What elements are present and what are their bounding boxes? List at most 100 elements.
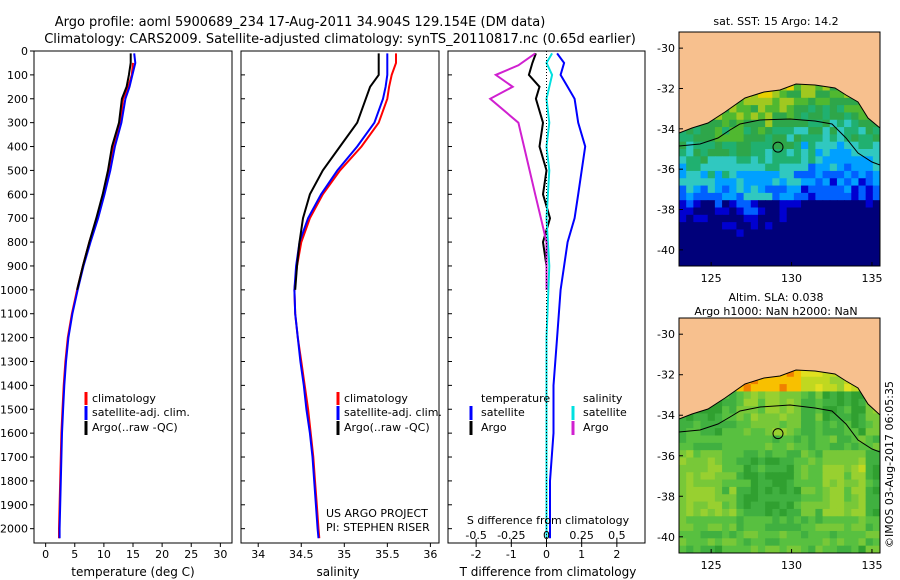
map-cell — [736, 244, 745, 252]
map-cell — [750, 178, 759, 187]
map-cell — [779, 398, 788, 407]
map-cell — [757, 178, 766, 187]
map-cell — [822, 464, 831, 473]
x-tick-label: -0.5 — [465, 529, 486, 542]
map-cell — [865, 163, 874, 172]
map-cell — [865, 435, 874, 444]
map-cell — [743, 134, 752, 143]
map-cell — [808, 163, 816, 172]
map-cell — [822, 170, 831, 179]
map-cell — [686, 156, 694, 165]
map-cell — [679, 178, 687, 187]
map-cell — [686, 200, 694, 209]
map-cell — [829, 523, 838, 532]
map-cell — [750, 523, 759, 532]
map-cell — [743, 112, 752, 121]
map-cell — [844, 214, 852, 223]
x-tick-label: 5 — [71, 548, 78, 561]
map-cell — [865, 530, 874, 539]
map-cell — [707, 530, 716, 539]
map-cell — [700, 200, 709, 209]
map-cell — [686, 508, 694, 517]
map-cell — [693, 508, 702, 517]
map-cell — [736, 435, 745, 444]
map-cell — [714, 516, 723, 525]
map-cell — [793, 369, 802, 378]
map-cell — [786, 214, 795, 223]
map-cell — [822, 258, 831, 266]
map-cell — [836, 200, 845, 209]
map-cell — [722, 149, 730, 157]
map-cell — [686, 545, 694, 553]
map-cell — [858, 236, 867, 245]
map-cell — [872, 163, 880, 172]
map-cell — [801, 369, 809, 378]
map-cell — [722, 435, 730, 444]
map-cell — [765, 200, 773, 209]
map-cell — [686, 486, 694, 495]
map-cell — [793, 258, 802, 266]
map-cell — [786, 178, 795, 187]
map-cell — [872, 222, 880, 231]
map-cell — [801, 523, 809, 532]
map-cell — [808, 428, 816, 437]
map-cell — [707, 516, 716, 525]
map-cell — [786, 479, 795, 488]
map-cell — [729, 222, 738, 231]
map-cell — [844, 178, 852, 187]
map-cell — [815, 112, 824, 121]
map-cell — [757, 112, 766, 121]
map-cell — [736, 398, 745, 407]
map-cell — [679, 486, 687, 495]
map-cell — [736, 207, 745, 216]
map-cell — [765, 464, 773, 473]
x-tick-label: 20 — [155, 548, 169, 561]
map-cell — [765, 523, 773, 532]
map-cell — [743, 384, 752, 393]
map-cell — [700, 149, 709, 157]
map-cell — [822, 127, 831, 135]
map-cell — [714, 214, 723, 223]
map-cell — [865, 406, 874, 415]
map-cell — [858, 229, 867, 238]
map-cell — [851, 229, 860, 238]
series-line-salinity-satellite — [545, 52, 554, 539]
map-cell — [829, 486, 838, 495]
x-tick-label: 36 — [423, 548, 437, 561]
map-cell — [779, 376, 788, 385]
map-cell — [801, 406, 809, 415]
map-cell — [858, 149, 867, 157]
map-cell — [686, 134, 694, 143]
map-cell — [693, 450, 702, 459]
map-cell — [765, 207, 773, 216]
map-cell — [815, 376, 824, 385]
map-cell — [815, 134, 824, 143]
map-cell — [729, 450, 738, 459]
map-cell — [736, 134, 745, 143]
map-cell — [844, 516, 852, 525]
map-cell — [743, 486, 752, 495]
map-cell — [836, 112, 845, 121]
map-cell — [765, 229, 773, 238]
map-cell — [822, 185, 831, 194]
map-cell — [851, 420, 860, 429]
sla-map-panel: Altim. SLA: 0.038 Argo h1000: NaN h2000:… — [657, 291, 882, 572]
map-cell — [801, 486, 809, 495]
map-cell — [844, 127, 852, 135]
map-cell — [793, 192, 802, 201]
map-cell — [865, 486, 874, 495]
map-cell — [750, 185, 759, 194]
map-cell — [829, 119, 838, 128]
map-cell — [707, 442, 716, 451]
map-cell — [707, 200, 716, 209]
map-cell — [829, 501, 838, 510]
imos-credit: ©IMOS 03-Aug-2017 06:05:35 — [883, 381, 896, 548]
map-cell — [772, 200, 781, 209]
map-cell — [765, 391, 773, 400]
map-cell — [815, 119, 824, 128]
map-cell — [693, 192, 702, 201]
map-cell — [858, 406, 867, 415]
map-cell — [743, 192, 752, 201]
map-cell — [844, 163, 852, 172]
map-cell — [822, 420, 831, 429]
